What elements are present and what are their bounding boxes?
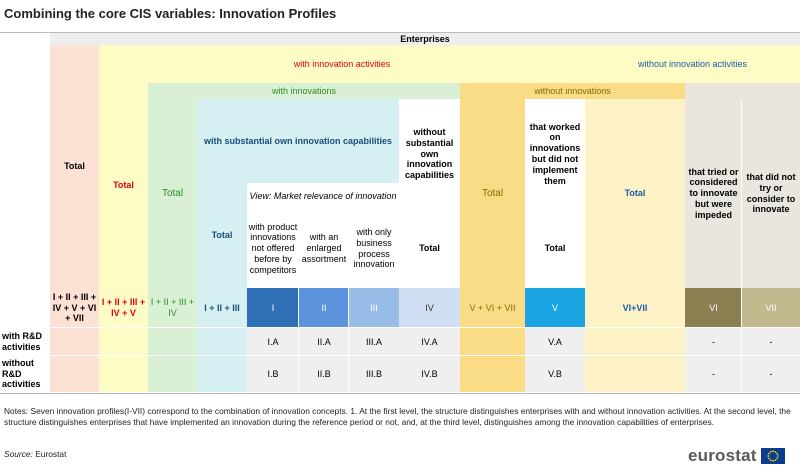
cell-1b: I.B <box>247 356 299 392</box>
code-profile-5: V <box>525 288 585 328</box>
view-market-header: View: Market relevance of innovation <box>247 183 399 209</box>
notes-text: Notes: Seven innovation profiles(I-VII) … <box>4 406 791 428</box>
code-wia: I + II + III + IV + V <box>99 288 148 328</box>
cell-4b: IV.B <box>399 356 460 392</box>
code-profile-7: VII <box>742 288 800 328</box>
cell-7a: - <box>742 328 800 356</box>
total-wia-header: Total <box>99 83 148 288</box>
source-line: Source: Eurostat <box>4 449 66 459</box>
did-not-try-header: that did not try or consider to innovate <box>742 99 800 288</box>
logo-text: eurostat <box>688 446 757 465</box>
without-substantial-header: without substantial own innovation capab… <box>399 99 460 209</box>
total-all-header: Total <box>50 45 99 288</box>
cell-6a: - <box>685 328 742 356</box>
cell-2a: II.A <box>299 328 349 356</box>
code-profile-4: IV <box>399 288 460 328</box>
eu-flag-icon <box>760 448 785 464</box>
row-separator <box>0 327 800 328</box>
row-label-with-rd: with R&D activities <box>2 331 42 352</box>
total-woi-header: Total <box>460 99 525 288</box>
code-woi: V + VI + VII <box>460 288 525 328</box>
cell-3b: III.B <box>349 356 399 392</box>
cell-5b: V.B <box>525 356 585 392</box>
product-innov-header: with product innovations not offered bef… <box>247 209 299 288</box>
total-worked-header: Total <box>525 209 585 288</box>
with-innovations-header: with innovations <box>148 83 460 99</box>
code-wsub: I + II + III <box>197 288 247 328</box>
page-title: Combining the core CIS variables: Innova… <box>4 6 337 21</box>
without-ia-header: without innovation activities <box>585 45 800 83</box>
col-separator <box>348 209 349 392</box>
cell-7b: - <box>742 356 800 392</box>
tried-header: that tried or considered to innovate but… <box>685 99 742 288</box>
row-label-without-rd: without R&D activities <box>2 357 41 390</box>
with-substantial-header: with substantial own innovation capabili… <box>197 99 399 183</box>
cell-6b: - <box>685 356 742 392</box>
with-ia-header: with innovation activities <box>99 45 585 83</box>
code-profile-2: II <box>299 288 349 328</box>
source-value: Eurostat <box>35 449 67 459</box>
without-innovations-header: without innovations <box>460 83 685 99</box>
code-wo-ia: VI+VII <box>585 288 685 328</box>
cell-3a: III.A <box>349 328 399 356</box>
bottom-rule <box>0 393 800 394</box>
enlarged-header: with an enlarged assortment <box>299 209 349 288</box>
code-profile-3: III <box>349 288 399 328</box>
cell-4a: IV.A <box>399 328 460 356</box>
cell-5a: V.A <box>525 328 585 356</box>
eurostat-logo[interactable]: eurostat <box>688 446 785 466</box>
col-separator <box>741 99 742 392</box>
total-wi-header: Total <box>148 99 197 288</box>
code-total: I + II + III + IV + V + VI + VII <box>50 288 99 328</box>
worked-on-header: that worked on innovations but did not i… <box>525 99 585 209</box>
code-profile-6: VI <box>685 288 742 328</box>
total-wosub-header: Total <box>399 209 460 288</box>
top-rule <box>0 32 800 33</box>
total-wsub-header: Total <box>197 183 247 288</box>
row-separator <box>0 355 800 356</box>
cell-2b: II.B <box>299 356 349 392</box>
enterprises-header: Enterprises <box>50 33 800 45</box>
business-only-header: with only business process innovation <box>349 209 399 288</box>
code-profile-1: I <box>247 288 299 328</box>
wo-ia-upper <box>685 83 800 99</box>
total-wo-ia-header: Total <box>585 99 685 288</box>
source-label: Source: <box>4 449 33 459</box>
col-separator <box>298 209 299 392</box>
cell-1a: I.A <box>247 328 299 356</box>
code-wi: I + II + III + IV <box>148 288 197 328</box>
